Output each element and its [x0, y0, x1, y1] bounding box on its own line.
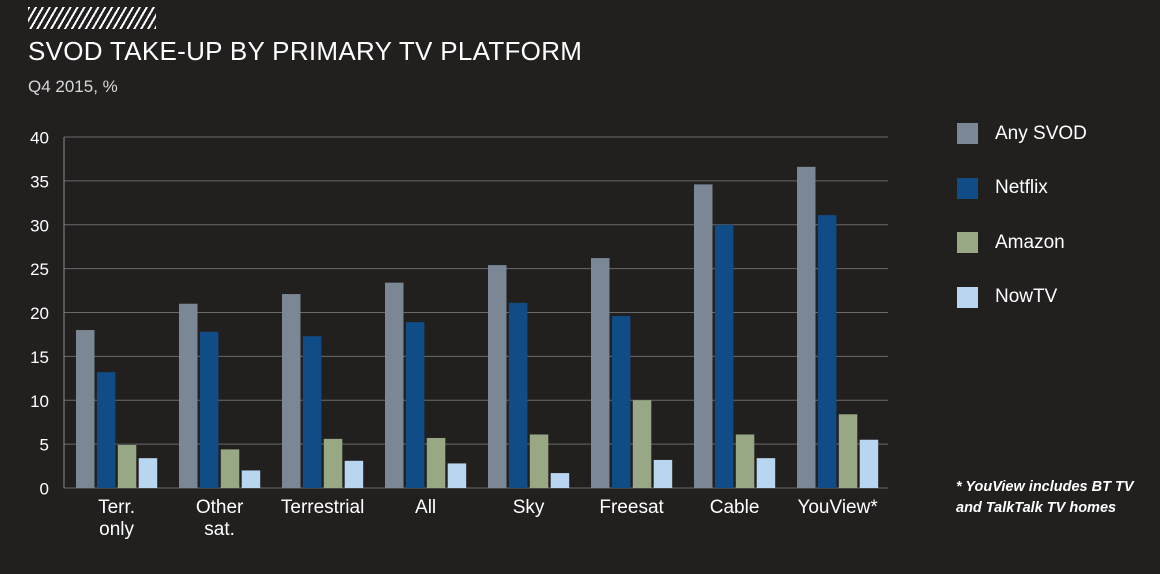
bar — [550, 473, 570, 488]
bar — [488, 265, 507, 488]
y-tick-label: 15 — [30, 348, 49, 367]
legend-item: Netflix — [957, 176, 1087, 201]
bar — [385, 282, 404, 488]
bar — [405, 322, 425, 488]
bar — [591, 258, 610, 488]
bar — [282, 294, 301, 488]
bar — [344, 460, 364, 488]
legend-item: Amazon — [957, 230, 1087, 255]
legend-item: NowTV — [957, 285, 1087, 310]
y-tick-label: 30 — [30, 216, 49, 235]
legend-swatch — [957, 286, 978, 308]
bar — [529, 434, 549, 488]
decorative-hatch — [28, 7, 156, 29]
bar — [859, 439, 879, 488]
x-tick-label: Cable — [710, 497, 760, 518]
x-tick-label: All — [415, 497, 436, 518]
y-tick-label: 25 — [30, 260, 49, 279]
bar — [735, 434, 755, 488]
chart-title: SVOD TAKE-UP BY PRIMARY TV PLATFORM — [28, 36, 583, 66]
bar — [797, 166, 816, 488]
y-tick-label: 5 — [40, 436, 49, 455]
bar — [241, 470, 261, 488]
x-tick-label: Terrestrial — [281, 497, 364, 518]
bar — [694, 184, 713, 488]
legend-label: Netflix — [995, 177, 1048, 198]
bar — [817, 215, 837, 488]
footnote: * YouView includes BT TV and TalkTalk TV… — [956, 479, 1134, 516]
bar — [426, 437, 446, 488]
bar — [756, 458, 776, 488]
legend-label: NowTV — [995, 286, 1058, 307]
y-tick-label: 20 — [30, 304, 49, 323]
legend-swatch — [957, 123, 978, 144]
x-tick-label: YouView* — [797, 497, 878, 518]
bar — [96, 372, 116, 488]
x-tick-label: Sky — [513, 497, 545, 518]
bar — [714, 224, 734, 488]
legend-label: Any SVOD — [995, 122, 1087, 144]
legend-swatch — [957, 177, 978, 199]
bar — [302, 336, 322, 488]
bar — [199, 331, 219, 488]
bar — [138, 458, 158, 488]
y-tick-label: 0 — [40, 480, 49, 499]
bar — [117, 445, 137, 488]
bar — [508, 302, 528, 488]
chart-legend: Any SVOD Netflix Amazon NowTV — [957, 121, 1087, 339]
bar — [447, 463, 467, 488]
y-tick-label: 40 — [30, 129, 49, 148]
bar — [179, 303, 198, 488]
bar — [76, 330, 95, 488]
chart-subtitle: Q4 2015, % — [28, 77, 118, 96]
legend-item: Any SVOD — [957, 121, 1087, 146]
x-tick-label: Freesat — [599, 497, 664, 518]
bar — [611, 316, 631, 488]
bar — [632, 400, 652, 488]
bar — [220, 449, 240, 488]
y-tick-label: 10 — [30, 392, 49, 411]
bar — [653, 459, 673, 488]
legend-swatch — [957, 232, 978, 253]
x-tick-label: Other sat. — [196, 497, 244, 540]
legend-label: Amazon — [995, 231, 1065, 253]
bar — [323, 438, 343, 488]
bar — [838, 414, 858, 488]
x-tick-label: Terr. only — [98, 497, 135, 540]
y-tick-label: 35 — [30, 172, 49, 191]
